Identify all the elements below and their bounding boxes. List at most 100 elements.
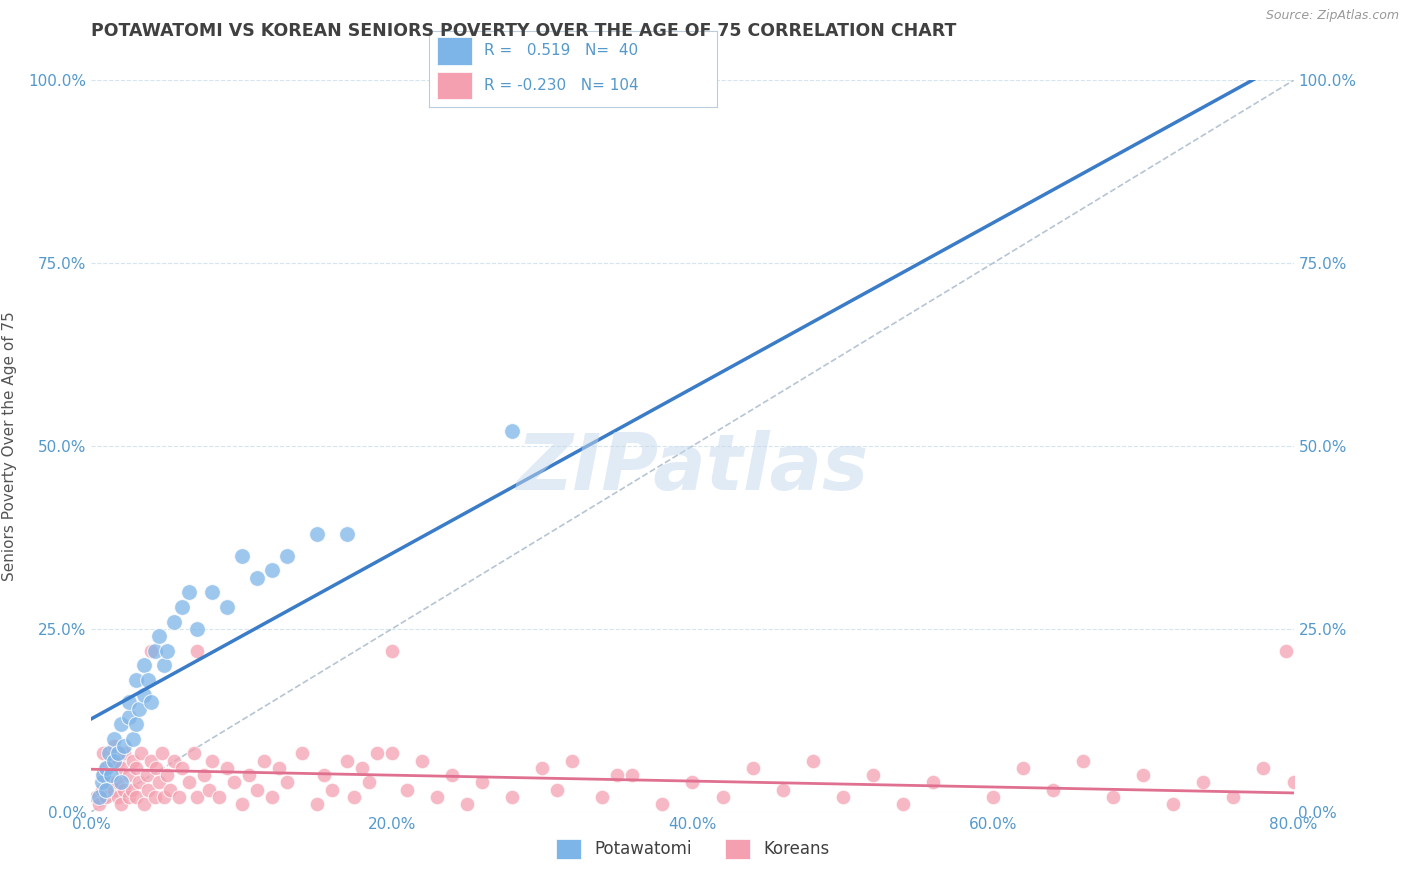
Point [651,797,673,812]
Point [1102,790,1125,805]
Point [186,790,208,805]
Point [132,688,155,702]
Point [343,790,366,805]
Point [110,775,132,789]
Point [110,717,132,731]
Point [1253,761,1275,775]
Point [118,768,141,782]
Point [1282,775,1305,789]
Point [456,797,478,812]
Point [621,768,644,782]
Point [143,644,166,658]
Point [118,709,141,723]
Point [336,754,359,768]
Point [741,761,763,775]
Point [128,775,150,789]
Point [98,746,121,760]
Point [1071,754,1094,768]
Point [215,761,238,775]
Point [1161,797,1184,812]
Y-axis label: Seniors Poverty Over the Age of 75: Seniors Poverty Over the Age of 75 [3,311,17,581]
Point [305,797,328,812]
Point [125,761,148,775]
Point [87,790,110,805]
Text: ZIPatlas: ZIPatlas [516,430,869,506]
Point [167,790,190,805]
Point [90,782,112,797]
Point [201,585,224,599]
Point [110,761,132,775]
Point [145,761,167,775]
Point [132,658,155,673]
Point [231,797,253,812]
Text: POTAWATOMI VS KOREAN SENIORS POVERTY OVER THE AGE OF 75 CORRELATION CHART: POTAWATOMI VS KOREAN SENIORS POVERTY OVE… [91,22,956,40]
Point [440,768,463,782]
Point [681,775,703,789]
Point [100,768,122,782]
Point [114,739,136,753]
Point [1275,644,1298,658]
Point [1012,761,1035,775]
Point [862,768,884,782]
Point [138,782,160,797]
Point [224,775,246,789]
Point [114,746,136,760]
Point [138,673,160,687]
Point [128,702,150,716]
Point [831,790,853,805]
Bar [437,72,472,99]
Point [114,782,136,797]
Point [260,790,283,805]
Point [152,658,174,673]
Point [291,746,314,760]
Point [148,629,170,643]
Point [105,775,128,789]
Point [253,754,276,768]
Point [136,768,159,782]
Point [531,761,554,775]
Point [501,790,523,805]
Point [546,782,568,797]
Point [103,754,125,768]
Point [426,790,449,805]
Point [96,761,118,775]
Point [276,775,298,789]
Point [163,615,186,629]
Point [96,790,118,805]
Point [132,797,155,812]
Point [336,526,359,541]
Point [186,644,208,658]
Point [501,425,523,439]
Point [411,754,433,768]
Point [606,768,628,782]
Point [118,790,141,805]
Point [801,754,824,768]
Point [141,644,163,658]
Point [143,790,166,805]
Text: R =   0.519   N=  40: R = 0.519 N= 40 [484,44,638,59]
Point [177,775,200,789]
Point [141,695,163,709]
Point [163,754,186,768]
Point [1132,768,1154,782]
Point [1192,775,1215,789]
Point [170,761,193,775]
Point [208,790,231,805]
Point [381,746,404,760]
Point [561,754,583,768]
Point [129,746,152,760]
Point [121,782,143,797]
Point [100,754,122,768]
Point [107,754,129,768]
Point [155,768,177,782]
Point [93,768,115,782]
Point [350,761,373,775]
Point [122,731,145,746]
Point [215,599,238,614]
Point [366,746,388,760]
Point [93,746,115,760]
Point [125,673,148,687]
Point [395,782,418,797]
Point [1222,790,1244,805]
Point [103,731,125,746]
